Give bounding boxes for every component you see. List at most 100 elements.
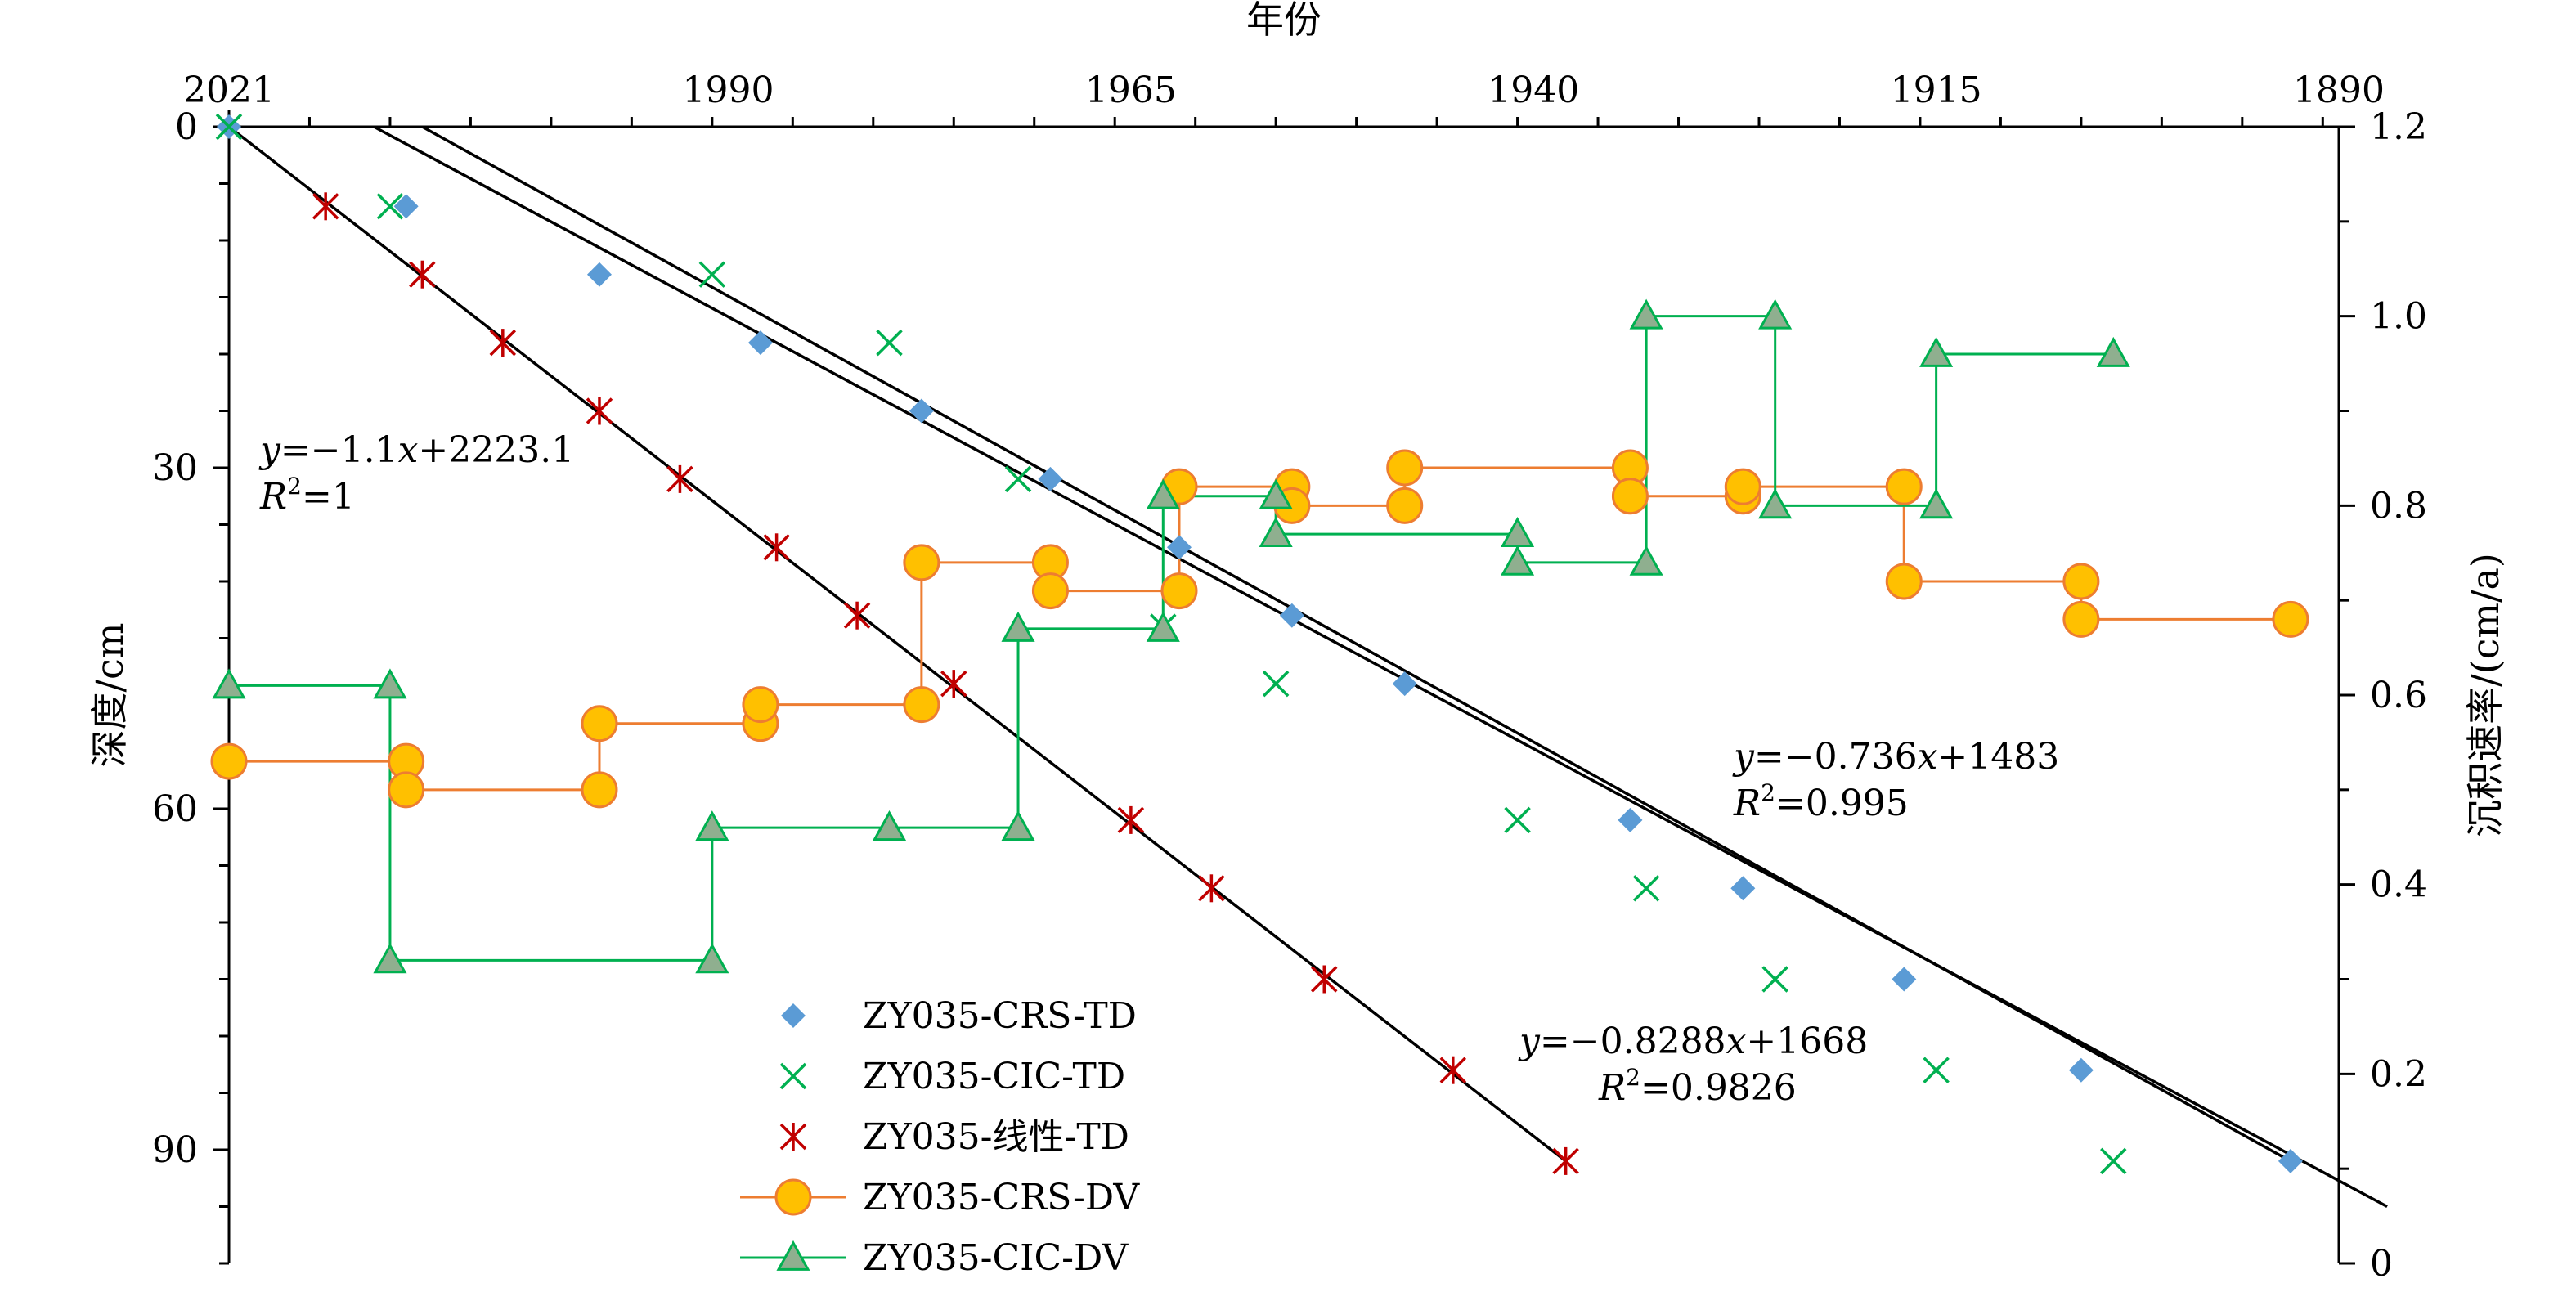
data-point-zy035-cic-td [1004, 465, 1032, 493]
data-point-zy035-crs-dv [2062, 563, 2100, 600]
data-point-zy035-cic-dv [1919, 336, 1954, 367]
trendline-r2: R2=0.995 [1733, 779, 1909, 824]
y-left-tick-label: 90 [152, 1129, 198, 1171]
data-point-zy035-cic-td [1923, 1057, 1950, 1083]
data-point-zy035-cic-dv [2096, 336, 2130, 367]
data-point-zy035-crs-td [1392, 671, 1417, 697]
data-point-zy035-td [1117, 805, 1145, 834]
trendline-equation: y=−0.736x+1483 [1732, 736, 2059, 778]
data-point-zy035-td [940, 670, 967, 698]
data-point-zy035-crs-td [2278, 1148, 2303, 1173]
data-point-zy035-crs-td [1166, 535, 1192, 560]
y-right-axis-title: 沉积速率/(cm/a) [2463, 553, 2507, 837]
trendline [227, 125, 1567, 1163]
trendline-r2: R2=0.9826 [1598, 1064, 1797, 1109]
y-right-tick-label: 1.2 [2370, 106, 2427, 148]
data-point-zy035-cic-dv [1758, 298, 1793, 330]
data-point-zy035-crs-td [1279, 603, 1304, 628]
data-point-zy035-crs-dv [210, 742, 248, 780]
data-point-zy035-crs-dv [388, 771, 425, 809]
legend-marker-zy035-crs-td [781, 1003, 806, 1028]
trendline-equations: y=−1.1x+2223.1R2=1 y=−0.8288x+1668R2=0.98… [258, 429, 2059, 1109]
data-point-zy035-td [586, 397, 613, 425]
data-point-zy035-cic-dv [1629, 545, 1663, 576]
data-point-zy035-cic-td [1632, 875, 1660, 902]
data-point-zy035-td [843, 601, 871, 630]
data-point-zy035-cic-td [2100, 1147, 2127, 1175]
trendline-equation: y=−1.1x+2223.1 [258, 429, 574, 471]
x-tick-label: 1965 [1085, 70, 1177, 111]
x-tick-label: 1915 [1891, 70, 1982, 111]
trendline-equation: y=−0.8288x+1668 [1518, 1021, 1868, 1062]
data-point-zy035-cic-dv [872, 810, 907, 841]
y-left-tick-label: 30 [152, 447, 198, 489]
series-line-zy035-crs-dv [229, 466, 2291, 792]
data-point-zy035-cic-dv [1501, 516, 1535, 547]
data-point-zy035-cic-dv [695, 943, 729, 974]
data-point-zy035-td [312, 192, 339, 221]
data-point-zy035-crs-td [1038, 466, 1063, 491]
x-axis-title: 年份 [1246, 0, 1322, 42]
data-point-zy035-crs-dv [1386, 487, 1424, 524]
x-tick-label: 2021 [183, 70, 275, 111]
y-left-axis-title: 深度/cm [88, 623, 132, 768]
data-point-zy035-cic-dv [695, 810, 729, 841]
data-point-zy035-td [1198, 874, 1225, 903]
data-point-zy035-td [1439, 1056, 1467, 1084]
data-point-zy035-cic-td [876, 329, 903, 357]
data-point-zy035-cic-dv [1919, 488, 1954, 519]
y-left-tick-label: 0 [175, 106, 198, 148]
x-tick-label: 1940 [1488, 70, 1579, 111]
data-point-zy035-cic-td [1262, 670, 1290, 698]
legend-marker-zy035-td [779, 1123, 807, 1151]
data-point-zy035-crs-dv [1724, 468, 1761, 505]
data-point-zy035-td [489, 329, 517, 357]
legend-label-zy035-cic-td: ZY035-CIC-TD [863, 1056, 1125, 1097]
data-point-zy035-crs-dv [742, 686, 779, 724]
data-point-zy035-crs-dv [581, 771, 618, 809]
data-point-zy035-crs-td [586, 262, 612, 287]
data-point-zy035-cic-td [698, 261, 726, 288]
data-point-zy035-cic-td [215, 113, 243, 141]
data-point-zy035-cic-dv [1001, 810, 1035, 841]
legend-label-zy035-td: ZY035-线性-TD [863, 1116, 1129, 1158]
trendline-r2: R2=1 [259, 473, 355, 518]
y-right-tick-label: 0.8 [2370, 485, 2427, 527]
legend: ZY035-CRS-TD ZY035-CIC-TD ZY035-线性-TD ZY035… [740, 995, 1140, 1279]
data-point-zy035-cic-dv [1259, 478, 1293, 509]
axes: 2021 1990 1965 1940 1915 1890 年份 0 30 60 90 深度/cm 0 0… [88, 0, 2507, 1285]
data-point-zy035-cic-dv [212, 668, 246, 699]
series-lines [227, 125, 2388, 1209]
data-point-zy035-crs-dv [1031, 572, 1069, 610]
data-point-zy035-cic-dv [373, 668, 407, 699]
legend-label-zy035-crs-dv: ZY035-CRS-DV [863, 1177, 1140, 1218]
data-point-zy035-cic-dv [1758, 488, 1793, 519]
x-tick-label: 1890 [2293, 70, 2385, 111]
x-tick-label: 1990 [683, 70, 774, 111]
data-point-zy035-cic-dv [1259, 516, 1293, 547]
data-point-zy035-crs-td [1892, 967, 1917, 992]
y-right-tick-label: 0.2 [2370, 1053, 2427, 1095]
y-left-tick-label: 60 [152, 788, 198, 830]
data-point-zy035-cic-dv [1146, 478, 1180, 509]
data-point-zy035-td [666, 464, 693, 493]
data-point-zy035-crs-td [1730, 876, 1756, 901]
trendline [373, 125, 2388, 1209]
data-point-zy035-crs-td [2068, 1057, 2094, 1083]
legend-label-zy035-cic-dv: ZY035-CIC-DV [863, 1237, 1129, 1279]
data-point-zy035-crs-dv [903, 544, 940, 581]
legend-marker-zy035-crs-dv [774, 1178, 812, 1216]
data-point-zy035-crs-td [747, 330, 773, 356]
y-right-tick-label: 0.4 [2370, 864, 2427, 906]
data-point-zy035-crs-dv [1160, 572, 1198, 610]
data-point-zy035-cic-dv [1629, 298, 1663, 330]
data-point-zy035-td [409, 260, 436, 289]
data-point-zy035-crs-dv [903, 686, 940, 724]
data-point-zy035-cic-td [1761, 966, 1788, 993]
data-point-zy035-cic-dv [1001, 611, 1035, 642]
y-right-tick-label: 1.0 [2370, 296, 2427, 338]
legend-label-zy035-crs-td: ZY035-CRS-TD [863, 995, 1137, 1037]
data-point-zy035-crs-dv [581, 705, 618, 742]
trendline [421, 125, 2291, 1163]
